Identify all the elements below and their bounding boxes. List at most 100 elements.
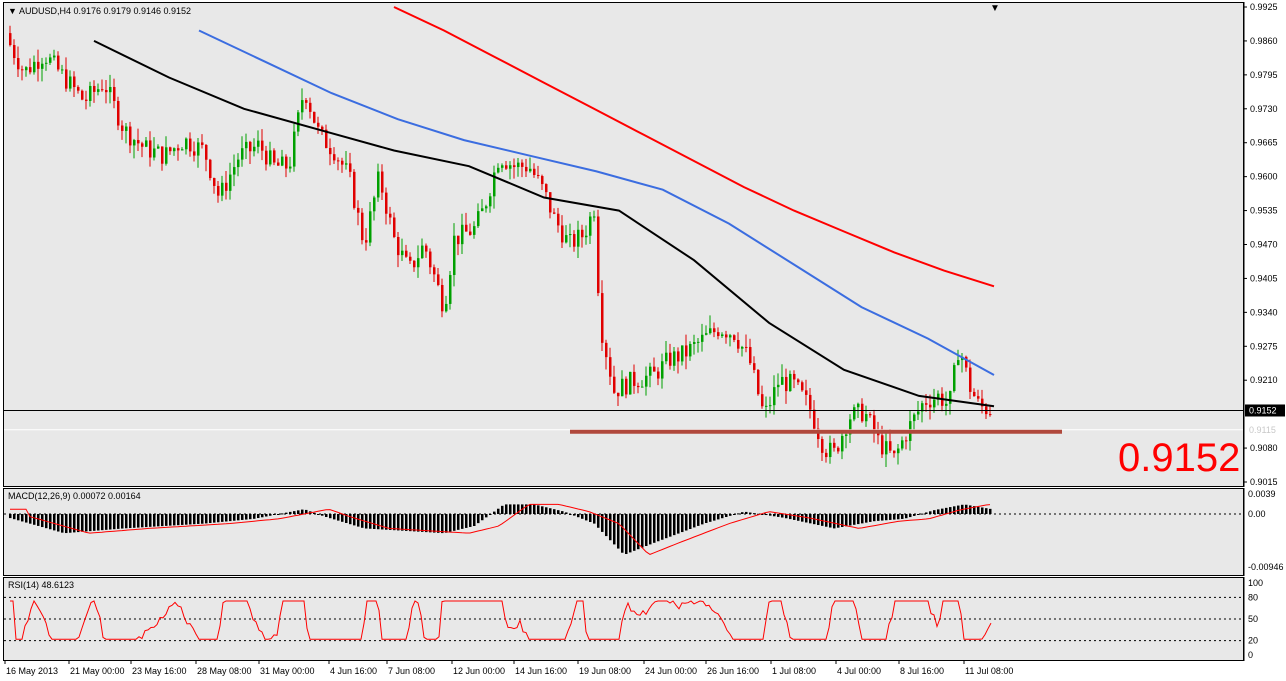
macd-bar <box>905 514 908 519</box>
macd-bar <box>865 514 868 523</box>
macd-bar <box>653 514 656 543</box>
candle-body <box>105 90 108 93</box>
macd-bar <box>85 514 88 532</box>
candle-body <box>289 166 292 169</box>
candle-body <box>301 100 304 113</box>
rsi-pane[interactable]: RSI(14) 48.6123 <box>3 577 1244 661</box>
macd-bar <box>513 504 516 514</box>
candle-body <box>369 211 372 243</box>
candle-body <box>485 206 488 209</box>
candle-body <box>505 165 508 169</box>
macd-bar <box>809 514 812 524</box>
macd-bar <box>673 514 676 536</box>
macd-bar <box>509 504 512 514</box>
dropdown-triangle-icon[interactable]: ▼ <box>8 6 17 16</box>
candle-body <box>361 212 364 241</box>
time-axis[interactable]: 16 May 2013 21 May 00:00 23 May 16:00 28 Ma… <box>3 661 1244 681</box>
candle-body <box>765 405 768 407</box>
macd-bar <box>409 514 412 532</box>
current-price-tag-label: 0.9152 <box>1249 405 1277 415</box>
time-tick-label: 12 Jun 00:00 <box>453 666 505 676</box>
candle-body <box>153 148 156 158</box>
price-tick-label: 0.9340 <box>1250 307 1278 317</box>
candle-body <box>53 55 56 58</box>
macd-bar <box>725 514 728 517</box>
macd-bar <box>333 514 336 520</box>
macd-bar <box>21 514 24 522</box>
price-tick-label: 0.9015 <box>1250 477 1278 487</box>
candle-body <box>161 146 164 164</box>
macd-signal-line <box>10 503 991 555</box>
macd-bar <box>901 514 904 519</box>
macd-bar <box>669 514 672 537</box>
macd-bar <box>881 514 884 521</box>
macd-pane[interactable]: MACD(12,26,9) 0.00072 0.00164 <box>3 488 1244 576</box>
price-axis[interactable]: 0.9925 0.9860 0.9795 0.9730 0.9665 0.9600 0.95… <box>1244 2 1286 487</box>
macd-bar <box>337 514 340 521</box>
rsi-axis-label: 20 <box>1248 636 1258 646</box>
macd-bar <box>729 514 732 516</box>
macd-bar <box>685 514 688 531</box>
candle-body <box>357 207 360 213</box>
macd-bar <box>977 506 980 514</box>
candle-body <box>629 371 632 395</box>
candle-body <box>253 146 256 152</box>
shift-marker-icon[interactable]: ▼ <box>990 3 1000 14</box>
candle-body <box>73 76 76 88</box>
price-chart-pane[interactable]: ▼ AUDUSD,H4 0.9176 0.9179 0.9146 0.9152 … <box>3 2 1244 487</box>
macd-bar <box>893 514 896 520</box>
candle-body <box>249 141 252 152</box>
macd-bar <box>149 514 152 527</box>
macd-bar <box>717 514 720 520</box>
macd-bar <box>661 514 664 540</box>
candle-body <box>769 405 772 407</box>
candle-body <box>377 171 380 198</box>
macd-bar <box>257 514 260 519</box>
candle-body <box>645 375 648 387</box>
candle-body <box>921 403 924 412</box>
macd-bar <box>829 514 832 528</box>
candle-body <box>633 371 636 386</box>
candle-body <box>41 63 44 69</box>
ma-50-black-line <box>93 40 995 408</box>
candle-body <box>809 394 812 410</box>
candle-body <box>601 293 604 343</box>
price-tick-label: 0.9080 <box>1250 443 1278 453</box>
candle-body <box>673 351 676 366</box>
candle-body <box>121 125 124 131</box>
macd-bar <box>929 511 932 514</box>
macd-bar <box>533 504 536 514</box>
candle-body <box>777 384 780 388</box>
candle-body <box>973 391 976 397</box>
macd-bar <box>457 514 460 530</box>
time-tick-label: 28 May 08:00 <box>197 666 252 676</box>
candle-body <box>605 342 608 358</box>
candle-body <box>977 396 980 399</box>
macd-bar <box>493 511 496 514</box>
candle-body <box>613 376 616 393</box>
candle-body <box>725 334 728 338</box>
candle-body <box>925 403 928 405</box>
macd-bar <box>189 514 192 525</box>
macd-bar <box>157 514 160 527</box>
macd-bar <box>177 514 180 526</box>
candle-body <box>641 386 644 388</box>
rsi-line <box>10 599 992 640</box>
macd-bar <box>341 514 344 522</box>
candle-body <box>653 366 656 372</box>
macd-bar <box>97 514 100 531</box>
macd-bar <box>765 514 768 516</box>
candle-body <box>101 89 104 91</box>
macd-bar <box>313 512 316 514</box>
candle-body <box>177 148 180 151</box>
candle-body <box>781 376 784 385</box>
macd-bar <box>29 514 32 524</box>
candle-body <box>709 328 712 334</box>
rsi-axis: 100 80 50 20 0 <box>1244 577 1286 661</box>
macd-bar <box>281 513 284 515</box>
macd-bar <box>277 514 280 515</box>
candle-body <box>133 140 136 146</box>
candle-body <box>77 87 80 91</box>
candle-body <box>837 447 840 452</box>
candle-body <box>429 251 432 268</box>
